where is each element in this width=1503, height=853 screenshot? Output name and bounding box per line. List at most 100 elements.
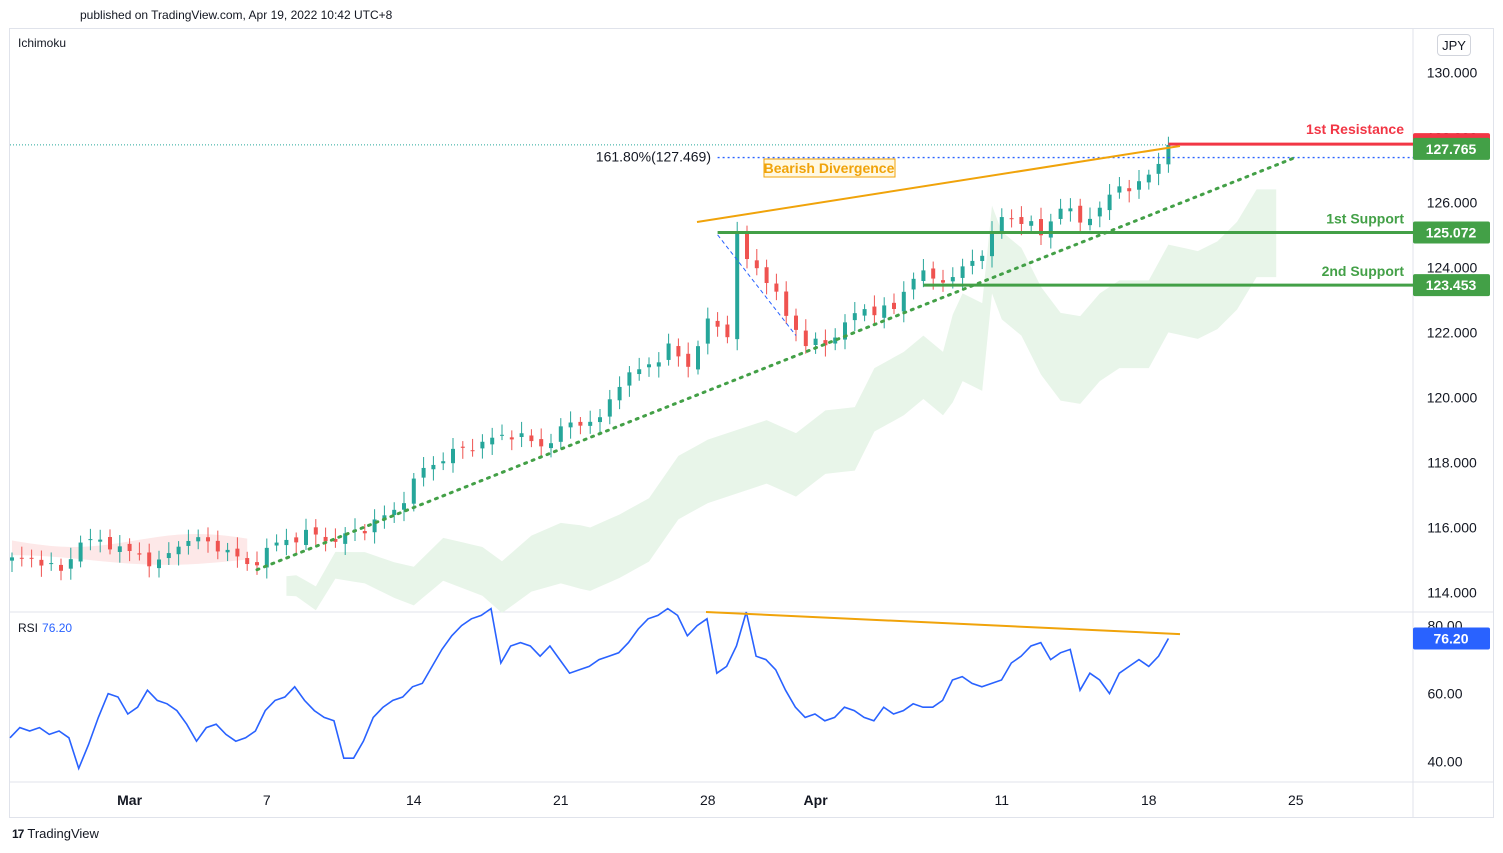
candle-body (157, 559, 161, 569)
currency-button[interactable]: JPY (1437, 34, 1471, 56)
candle-body (1146, 174, 1151, 183)
candle-body (686, 353, 691, 367)
candle (803, 319, 808, 354)
candle-body (19, 557, 24, 559)
candle-body (1097, 207, 1102, 217)
candle-body (1117, 186, 1122, 193)
candle-body (990, 232, 994, 257)
candle (470, 438, 475, 457)
candle (255, 551, 259, 575)
time-axis-tick: Mar (117, 792, 142, 808)
rsi-axis-tick: 60.00 (1427, 686, 1462, 702)
candle (617, 376, 622, 410)
candle (941, 269, 945, 292)
rsi-line (9, 607, 1170, 771)
candle (794, 308, 798, 342)
candle-body (803, 330, 808, 347)
candle-body (304, 529, 308, 545)
candle (29, 549, 34, 568)
candle-body (676, 346, 681, 357)
candle (127, 538, 132, 562)
candle (147, 543, 152, 578)
candle-body (1078, 205, 1083, 223)
candle (245, 551, 250, 571)
candle-body (313, 527, 318, 535)
candle-body (29, 557, 34, 559)
candle (206, 527, 210, 553)
candle (274, 534, 279, 552)
rsi-legend[interactable]: RSI 76.20 (18, 621, 72, 635)
candle-body (823, 340, 828, 346)
candle (68, 547, 73, 580)
candle-body (1137, 181, 1141, 190)
candle (588, 410, 593, 434)
candle-body (196, 537, 201, 542)
candle (1166, 136, 1171, 173)
footer-brand[interactable]: 17 TradingView (12, 826, 99, 841)
candle-body (284, 539, 289, 546)
candle (382, 505, 387, 529)
candle (539, 428, 544, 458)
level-label: 2nd Support (1322, 263, 1405, 279)
candle (843, 314, 847, 350)
candle (1068, 198, 1073, 222)
last-price-badge (1413, 137, 1490, 160)
candle (1137, 170, 1141, 199)
indicator-label[interactable]: Ichimoku (18, 36, 67, 50)
candle-body (362, 531, 367, 534)
candle-body (921, 270, 926, 281)
candle-body (460, 446, 465, 448)
candle (166, 542, 171, 565)
fib-label: 161.80%(127.469) (596, 149, 711, 165)
candle-body (1058, 208, 1063, 219)
candle-body (960, 266, 965, 278)
candle (598, 408, 602, 434)
candle (431, 456, 436, 481)
candle (872, 295, 877, 326)
candle-body (10, 557, 14, 561)
candle-body (343, 533, 348, 544)
price-axis-tick: 122.000 (1427, 324, 1478, 340)
retracement-line (717, 234, 797, 336)
candle-body (166, 553, 171, 559)
candle-body (1029, 221, 1034, 226)
candle (98, 529, 103, 553)
candle (421, 457, 426, 487)
candle (1009, 209, 1014, 228)
candle (411, 472, 416, 512)
candle (568, 411, 573, 439)
candle-body (274, 542, 279, 546)
time-axis-tick: 18 (1141, 792, 1157, 808)
candle (813, 332, 818, 354)
candle (578, 417, 583, 435)
candle (833, 328, 838, 351)
candle (519, 421, 524, 448)
candle-body (754, 260, 759, 269)
candle-body (333, 538, 338, 542)
candle (823, 329, 828, 357)
footer-brand-text: TradingView (27, 826, 99, 841)
candle-body (1127, 188, 1132, 192)
candle (1078, 198, 1083, 234)
candle (1127, 179, 1132, 203)
price-axis-tick: 120.000 (1427, 389, 1478, 405)
candle (666, 333, 671, 366)
candle-body (774, 283, 779, 292)
candle-body (745, 231, 749, 260)
time-axis-tick: 21 (553, 792, 569, 808)
candle-body (186, 540, 191, 546)
divergence-label: Bearish Divergence (764, 160, 895, 176)
candle-body (1039, 219, 1043, 236)
candle (304, 518, 308, 550)
candle-body (568, 422, 573, 428)
candle-body (696, 346, 700, 370)
candle-body (255, 562, 259, 566)
candle-body (108, 537, 112, 550)
candle (1058, 198, 1063, 225)
candle (725, 315, 730, 344)
candle-body (225, 549, 230, 553)
time-axis-tick: 11 (995, 792, 1010, 808)
candle (460, 441, 465, 459)
candle-body (421, 467, 426, 478)
